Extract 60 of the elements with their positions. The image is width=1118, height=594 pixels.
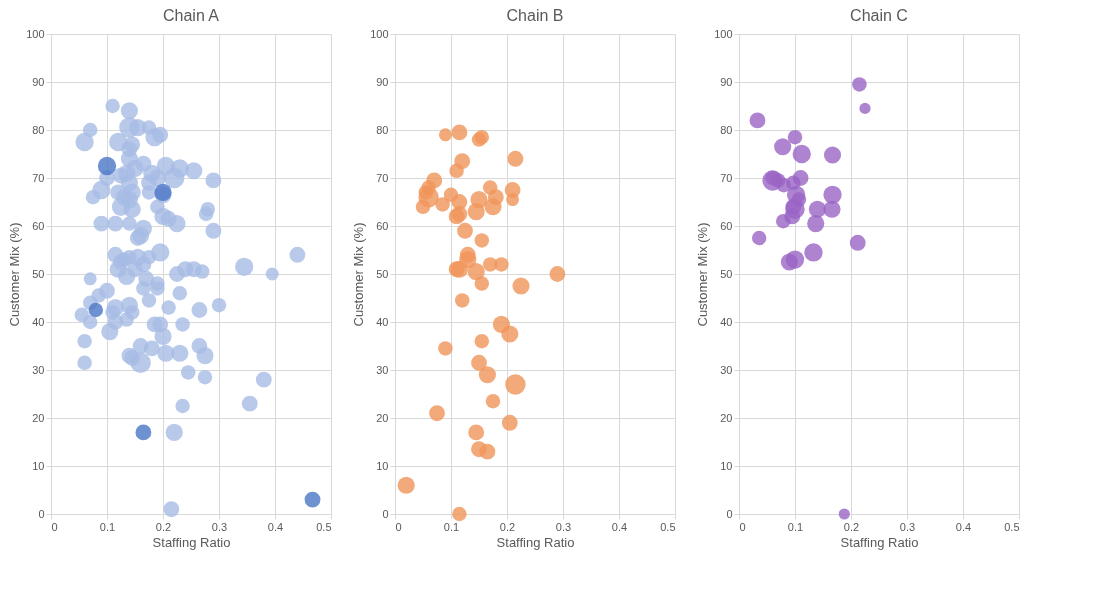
x-tick-label: 0.5 (660, 520, 676, 533)
y-tick-label: 0 (38, 507, 45, 520)
chart-title: Chain C (850, 7, 908, 24)
y-tick-label: 40 (720, 315, 733, 328)
x-tick-label: 0.3 (899, 520, 916, 533)
x-tick-label: 0.2 (843, 520, 860, 533)
y-tick-label: 90 (720, 75, 733, 88)
y-tick-label: 30 (32, 363, 45, 376)
y-tick-label: 60 (376, 219, 389, 232)
y-tick-label: 70 (32, 171, 45, 184)
chart-title: Chain B (506, 7, 564, 24)
x-tick-label: 0.4 (267, 520, 284, 533)
y-tick-label: 60 (32, 219, 45, 232)
y-tick-label: 20 (720, 411, 733, 424)
y-tick-label: 0 (382, 507, 389, 520)
y-tick-label: 100 (26, 27, 45, 40)
y-tick-label: 90 (376, 75, 389, 88)
y-tick-label: 10 (720, 459, 733, 472)
y-tick-label: 70 (376, 171, 389, 184)
x-tick-label: 0 (395, 520, 402, 533)
x-tick-label: 0.2 (155, 520, 172, 533)
y-tick-label: 40 (32, 315, 45, 328)
y-tick-label: 50 (376, 267, 389, 280)
y-tick-label: 90 (32, 75, 45, 88)
x-axis-title: Staffing Ratio (152, 534, 231, 550)
x-tick-label: 0.2 (499, 520, 516, 533)
y-tick-label: 50 (720, 267, 733, 280)
y-axis-title: Customer Mix (%) (7, 222, 23, 327)
x-axis-title: Staffing Ratio (496, 534, 575, 550)
y-tick-label: 10 (376, 459, 389, 472)
x-tick-label: 0.1 (787, 520, 804, 533)
x-tick-label: 0.1 (99, 520, 116, 533)
y-tick-label: 70 (720, 171, 733, 184)
x-tick-label: 0.1 (443, 520, 460, 533)
y-tick-label: 20 (32, 411, 45, 424)
y-tick-label: 80 (376, 123, 389, 136)
y-tick-label: 40 (376, 315, 389, 328)
y-tick-label: 10 (32, 459, 45, 472)
y-tick-label: 80 (720, 123, 733, 136)
chart-title: Chain A (162, 7, 220, 24)
x-tick-label: 0.3 (211, 520, 228, 533)
x-tick-label: 0.5 (1004, 520, 1020, 533)
x-tick-label: 0.4 (955, 520, 972, 533)
y-tick-label: 30 (376, 363, 389, 376)
x-tick-label: 0.5 (316, 520, 332, 533)
x-axis-title: Staffing Ratio (840, 534, 919, 550)
y-tick-label: 100 (370, 27, 389, 40)
y-tick-label: 60 (720, 219, 733, 232)
x-tick-label: 0 (739, 520, 746, 533)
x-tick-label: 0.4 (611, 520, 628, 533)
y-tick-label: 80 (32, 123, 45, 136)
y-tick-label: 50 (32, 267, 45, 280)
y-axis-title: Customer Mix (%) (695, 222, 711, 327)
y-axis-title: Customer Mix (%) (351, 222, 367, 327)
y-tick-label: 30 (720, 363, 733, 376)
y-tick-label: 100 (714, 27, 733, 40)
y-tick-label: 0 (726, 507, 733, 520)
y-tick-label: 20 (376, 411, 389, 424)
x-tick-label: 0 (51, 520, 58, 533)
x-tick-label: 0.3 (555, 520, 572, 533)
